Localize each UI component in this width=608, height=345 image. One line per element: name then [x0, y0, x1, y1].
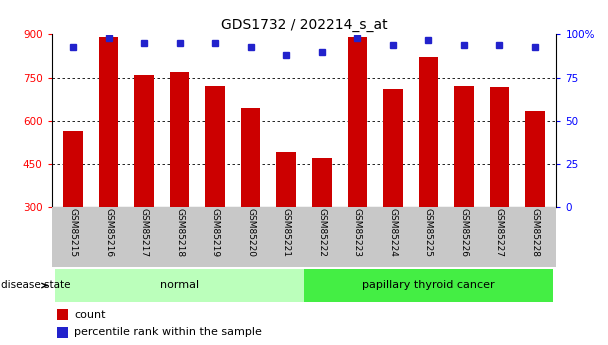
Text: GSM85215: GSM85215: [69, 208, 77, 257]
Bar: [98, 37, 119, 207]
Bar: [277, 152, 296, 207]
Text: GSM85225: GSM85225: [424, 208, 433, 257]
Bar: [304, 269, 553, 302]
Text: GSM85220: GSM85220: [246, 208, 255, 257]
Bar: [134, 75, 154, 207]
Title: GDS1732 / 202214_s_at: GDS1732 / 202214_s_at: [221, 18, 387, 32]
Bar: [525, 111, 545, 207]
Bar: [419, 58, 438, 207]
Text: GSM85216: GSM85216: [104, 208, 113, 257]
Text: percentile rank within the sample: percentile rank within the sample: [74, 327, 262, 337]
Text: count: count: [74, 310, 106, 320]
Bar: [63, 131, 83, 207]
Text: GSM85219: GSM85219: [210, 208, 219, 257]
Text: GSM85223: GSM85223: [353, 208, 362, 257]
Text: GSM85217: GSM85217: [140, 208, 148, 257]
Text: normal: normal: [160, 280, 199, 290]
Bar: [170, 72, 189, 207]
Text: papillary thyroid cancer: papillary thyroid cancer: [362, 280, 495, 290]
Bar: [57, 309, 68, 321]
Text: GSM85226: GSM85226: [460, 208, 468, 257]
Bar: [312, 158, 331, 207]
Bar: [57, 327, 68, 338]
Text: GSM85224: GSM85224: [389, 208, 398, 257]
Text: GSM85227: GSM85227: [495, 208, 504, 257]
Bar: [348, 37, 367, 207]
Text: GSM85218: GSM85218: [175, 208, 184, 257]
Text: GSM85228: GSM85228: [531, 208, 539, 257]
Bar: [206, 86, 225, 207]
Bar: [454, 86, 474, 207]
Text: GSM85222: GSM85222: [317, 208, 326, 257]
Bar: [489, 87, 510, 207]
Bar: [241, 108, 260, 207]
Bar: [383, 89, 402, 207]
Text: disease state: disease state: [1, 280, 71, 290]
Bar: [55, 269, 304, 302]
Text: GSM85221: GSM85221: [282, 208, 291, 257]
